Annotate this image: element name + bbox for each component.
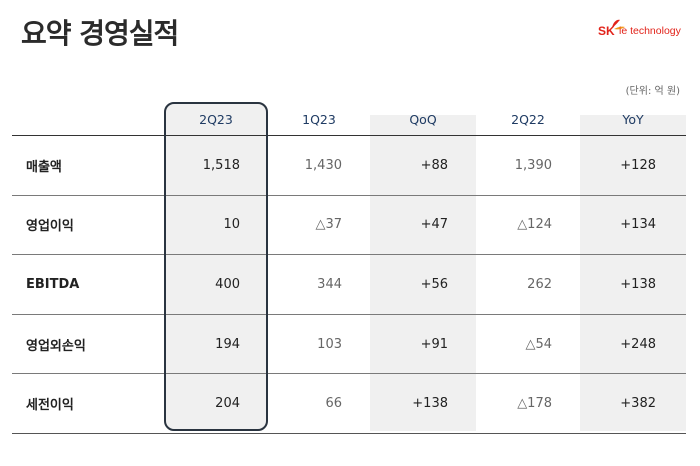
logo-name: ie technology bbox=[619, 25, 681, 37]
row-label: 세전이익 bbox=[26, 398, 74, 414]
cell-yoy: +382 bbox=[620, 396, 656, 412]
cell-2q23: 194 bbox=[215, 336, 240, 352]
cell-2q22: △124 bbox=[517, 217, 552, 233]
header-2q22: 2Q22 bbox=[511, 111, 545, 127]
cell-1q23: 1,430 bbox=[304, 157, 342, 173]
cell-1q23: 66 bbox=[325, 396, 342, 412]
yoy-column-shade bbox=[580, 115, 686, 431]
cell-2q22: 1,390 bbox=[514, 157, 552, 173]
qoq-column-shade bbox=[370, 115, 476, 431]
page-title: 요약 경영실적 bbox=[21, 17, 179, 50]
table-row-pretax-income: 세전이익 204 66 +138 △178 +382 bbox=[12, 374, 686, 434]
logo-brand: SK bbox=[598, 24, 615, 38]
row-label: 영업외손익 bbox=[26, 338, 86, 354]
cell-yoy: +248 bbox=[620, 336, 656, 352]
table-row-non-operating: 영업외손익 194 103 +91 △54 +248 bbox=[12, 315, 686, 375]
cell-2q22: 262 bbox=[527, 276, 552, 292]
cell-2q23: 400 bbox=[215, 276, 240, 292]
table-row-operating-profit: 영업이익 10 △37 +47 △124 +134 bbox=[12, 196, 686, 256]
row-label: EBITDA bbox=[26, 276, 80, 292]
row-label: 매출액 bbox=[26, 159, 62, 175]
cell-yoy: +138 bbox=[620, 276, 656, 292]
header-1q23: 1Q23 bbox=[302, 111, 336, 127]
cell-2q23: 1,518 bbox=[202, 157, 240, 173]
header-2q23: 2Q23 bbox=[199, 111, 233, 127]
cell-qoq: +56 bbox=[420, 276, 448, 292]
current-quarter-outline bbox=[164, 102, 268, 431]
table-row-revenue: 매출액 1,518 1,430 +88 1,390 +128 bbox=[12, 136, 686, 196]
cell-yoy: +128 bbox=[620, 157, 656, 173]
cell-1q23: 103 bbox=[317, 336, 342, 352]
current-quarter-highlight bbox=[164, 102, 268, 431]
unit-note: (단위: 억 원) bbox=[625, 86, 680, 97]
butterfly-icon bbox=[612, 19, 625, 30]
cell-2q23: 204 bbox=[215, 396, 240, 412]
table-header-row: 2Q23 1Q23 QoQ 2Q22 YoY bbox=[12, 103, 686, 136]
cell-2q22: △54 bbox=[525, 336, 552, 352]
row-label: 영업이익 bbox=[26, 219, 74, 235]
header-qoq: QoQ bbox=[409, 111, 437, 127]
cell-1q23: 344 bbox=[317, 276, 342, 292]
cell-2q22: △178 bbox=[517, 396, 552, 412]
summary-table: 2Q23 1Q23 QoQ 2Q22 YoY 매출액 1,518 1,430 +… bbox=[12, 103, 686, 434]
cell-qoq: +91 bbox=[420, 336, 448, 352]
header-yoy: YoY bbox=[622, 111, 644, 127]
header-label bbox=[12, 103, 164, 135]
cell-qoq: +138 bbox=[412, 396, 448, 412]
cell-qoq: +47 bbox=[420, 217, 448, 233]
table-row-ebitda: EBITDA 400 344 +56 262 +138 bbox=[12, 255, 686, 315]
cell-1q23: △37 bbox=[315, 217, 342, 233]
cell-qoq: +88 bbox=[420, 157, 448, 173]
company-logo: SK ie technology bbox=[598, 18, 700, 44]
cell-yoy: +134 bbox=[620, 217, 656, 233]
cell-2q23: 10 bbox=[223, 217, 240, 233]
